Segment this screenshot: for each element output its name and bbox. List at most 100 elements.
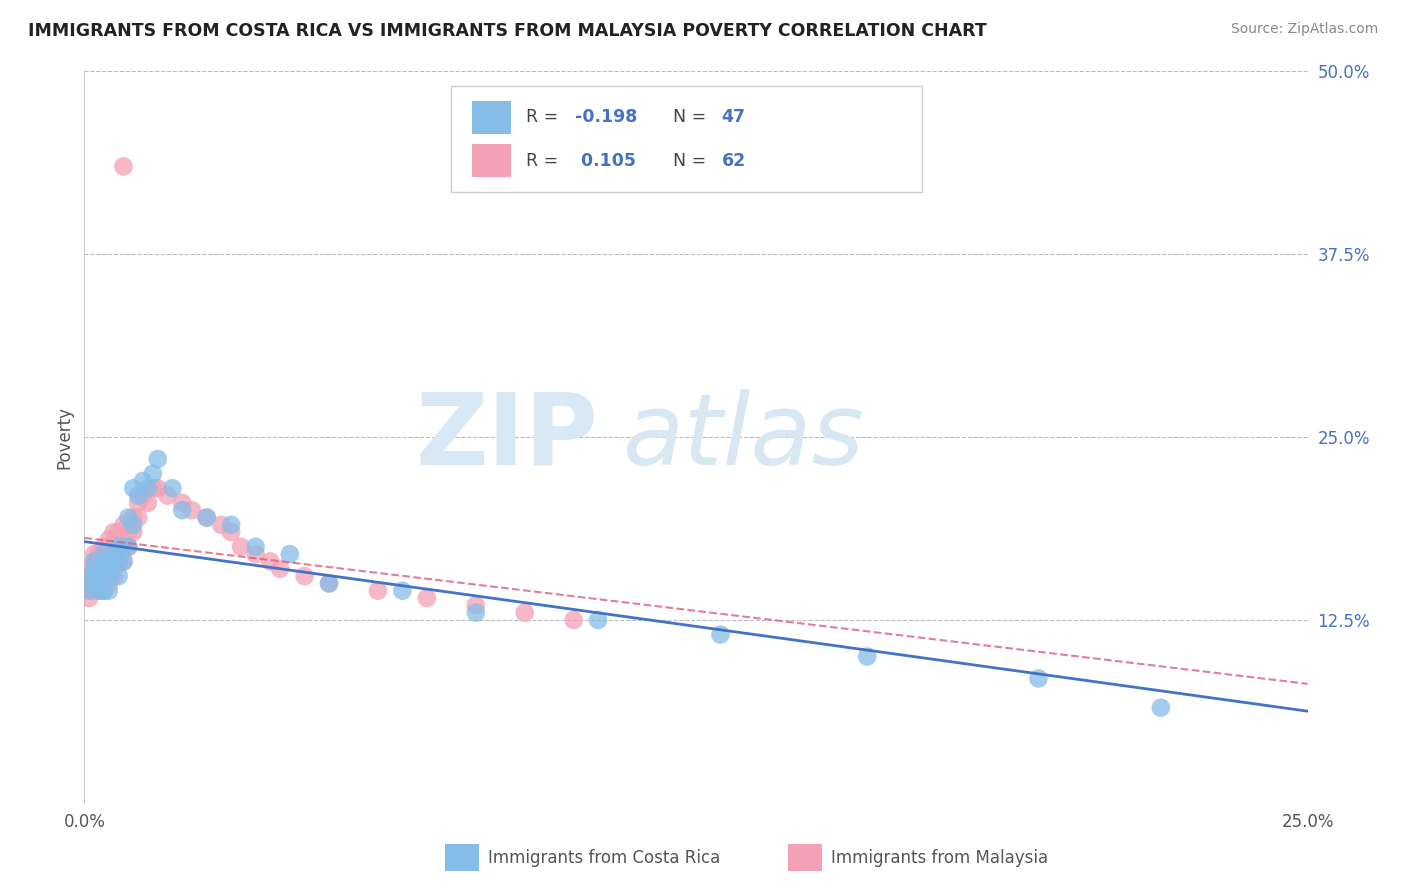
Point (87, 576, 110, 591)
Point (77, 569, 100, 583)
Point (103, 569, 125, 583)
Point (83, 554, 105, 568)
Point (93, 569, 115, 583)
Point (83, 569, 105, 583)
Point (464, 599, 486, 613)
FancyBboxPatch shape (787, 845, 823, 871)
Point (107, 569, 129, 583)
Point (195, 510, 218, 524)
Point (112, 554, 135, 568)
Text: 62: 62 (721, 152, 747, 169)
Point (77, 591, 100, 605)
Point (1028, 672, 1050, 686)
Point (856, 649, 879, 664)
Point (83, 554, 105, 568)
Point (122, 481, 145, 495)
Text: 0.105: 0.105 (575, 152, 636, 169)
Point (83, 576, 105, 591)
FancyBboxPatch shape (446, 845, 479, 871)
Point (97, 554, 120, 568)
Text: R =: R = (526, 152, 564, 169)
Point (107, 554, 129, 568)
Point (107, 540, 129, 554)
Point (122, 525, 145, 540)
Point (416, 591, 439, 605)
Point (112, 517, 135, 532)
Point (219, 525, 242, 540)
Point (93, 547, 115, 561)
Point (97, 562, 120, 576)
Point (195, 510, 218, 524)
Point (245, 540, 267, 554)
Point (146, 481, 169, 495)
Point (87, 562, 110, 576)
Point (562, 613, 585, 627)
Point (107, 540, 129, 554)
Point (464, 606, 486, 620)
Point (93, 554, 115, 568)
Point (103, 547, 125, 561)
Point (181, 503, 204, 517)
Point (391, 583, 413, 598)
Point (142, 467, 165, 481)
Text: R =: R = (526, 108, 564, 127)
Point (93, 583, 115, 598)
Point (83, 547, 105, 561)
Point (93, 554, 115, 568)
Text: N =: N = (672, 152, 711, 169)
Point (117, 540, 139, 554)
Point (83, 583, 105, 598)
Point (97, 576, 120, 591)
Point (103, 540, 125, 554)
Point (269, 562, 291, 576)
Point (107, 525, 129, 540)
Y-axis label: Poverty: Poverty (55, 406, 73, 468)
Point (122, 510, 145, 524)
Point (97, 554, 120, 568)
Point (107, 554, 129, 568)
Point (709, 627, 731, 641)
Point (367, 583, 389, 598)
Point (77, 569, 100, 583)
Point (83, 562, 105, 576)
Point (97, 547, 120, 561)
Point (112, 554, 135, 568)
Point (586, 613, 609, 627)
Point (318, 576, 340, 591)
Point (87, 569, 110, 583)
Text: -0.198: -0.198 (575, 108, 637, 127)
Text: IMMIGRANTS FROM COSTA RICA VS IMMIGRANTS FROM MALAYSIA POVERTY CORRELATION CHART: IMMIGRANTS FROM COSTA RICA VS IMMIGRANTS… (28, 22, 987, 40)
Text: N =: N = (672, 108, 711, 127)
Point (259, 554, 281, 568)
Point (127, 496, 149, 510)
FancyBboxPatch shape (472, 101, 512, 134)
Point (117, 540, 139, 554)
Point (87, 583, 110, 598)
Point (162, 481, 184, 495)
Point (112, 160, 135, 174)
Point (103, 525, 125, 540)
Point (87, 569, 110, 583)
Point (156, 489, 179, 503)
Point (294, 569, 316, 583)
Point (103, 562, 125, 576)
Point (127, 510, 149, 524)
Point (93, 583, 115, 598)
Point (219, 517, 242, 532)
Text: atlas: atlas (623, 389, 865, 485)
Point (97, 569, 120, 583)
Text: Source: ZipAtlas.com: Source: ZipAtlas.com (1230, 22, 1378, 37)
Text: Immigrants from Malaysia: Immigrants from Malaysia (831, 848, 1047, 867)
Point (93, 569, 115, 583)
Point (77, 583, 100, 598)
Point (318, 576, 340, 591)
Point (112, 540, 135, 554)
Point (172, 503, 194, 517)
Point (1150, 700, 1173, 714)
Point (112, 540, 135, 554)
FancyBboxPatch shape (472, 145, 512, 178)
Point (172, 496, 194, 510)
Point (97, 562, 120, 576)
Point (83, 562, 105, 576)
Point (146, 452, 169, 467)
